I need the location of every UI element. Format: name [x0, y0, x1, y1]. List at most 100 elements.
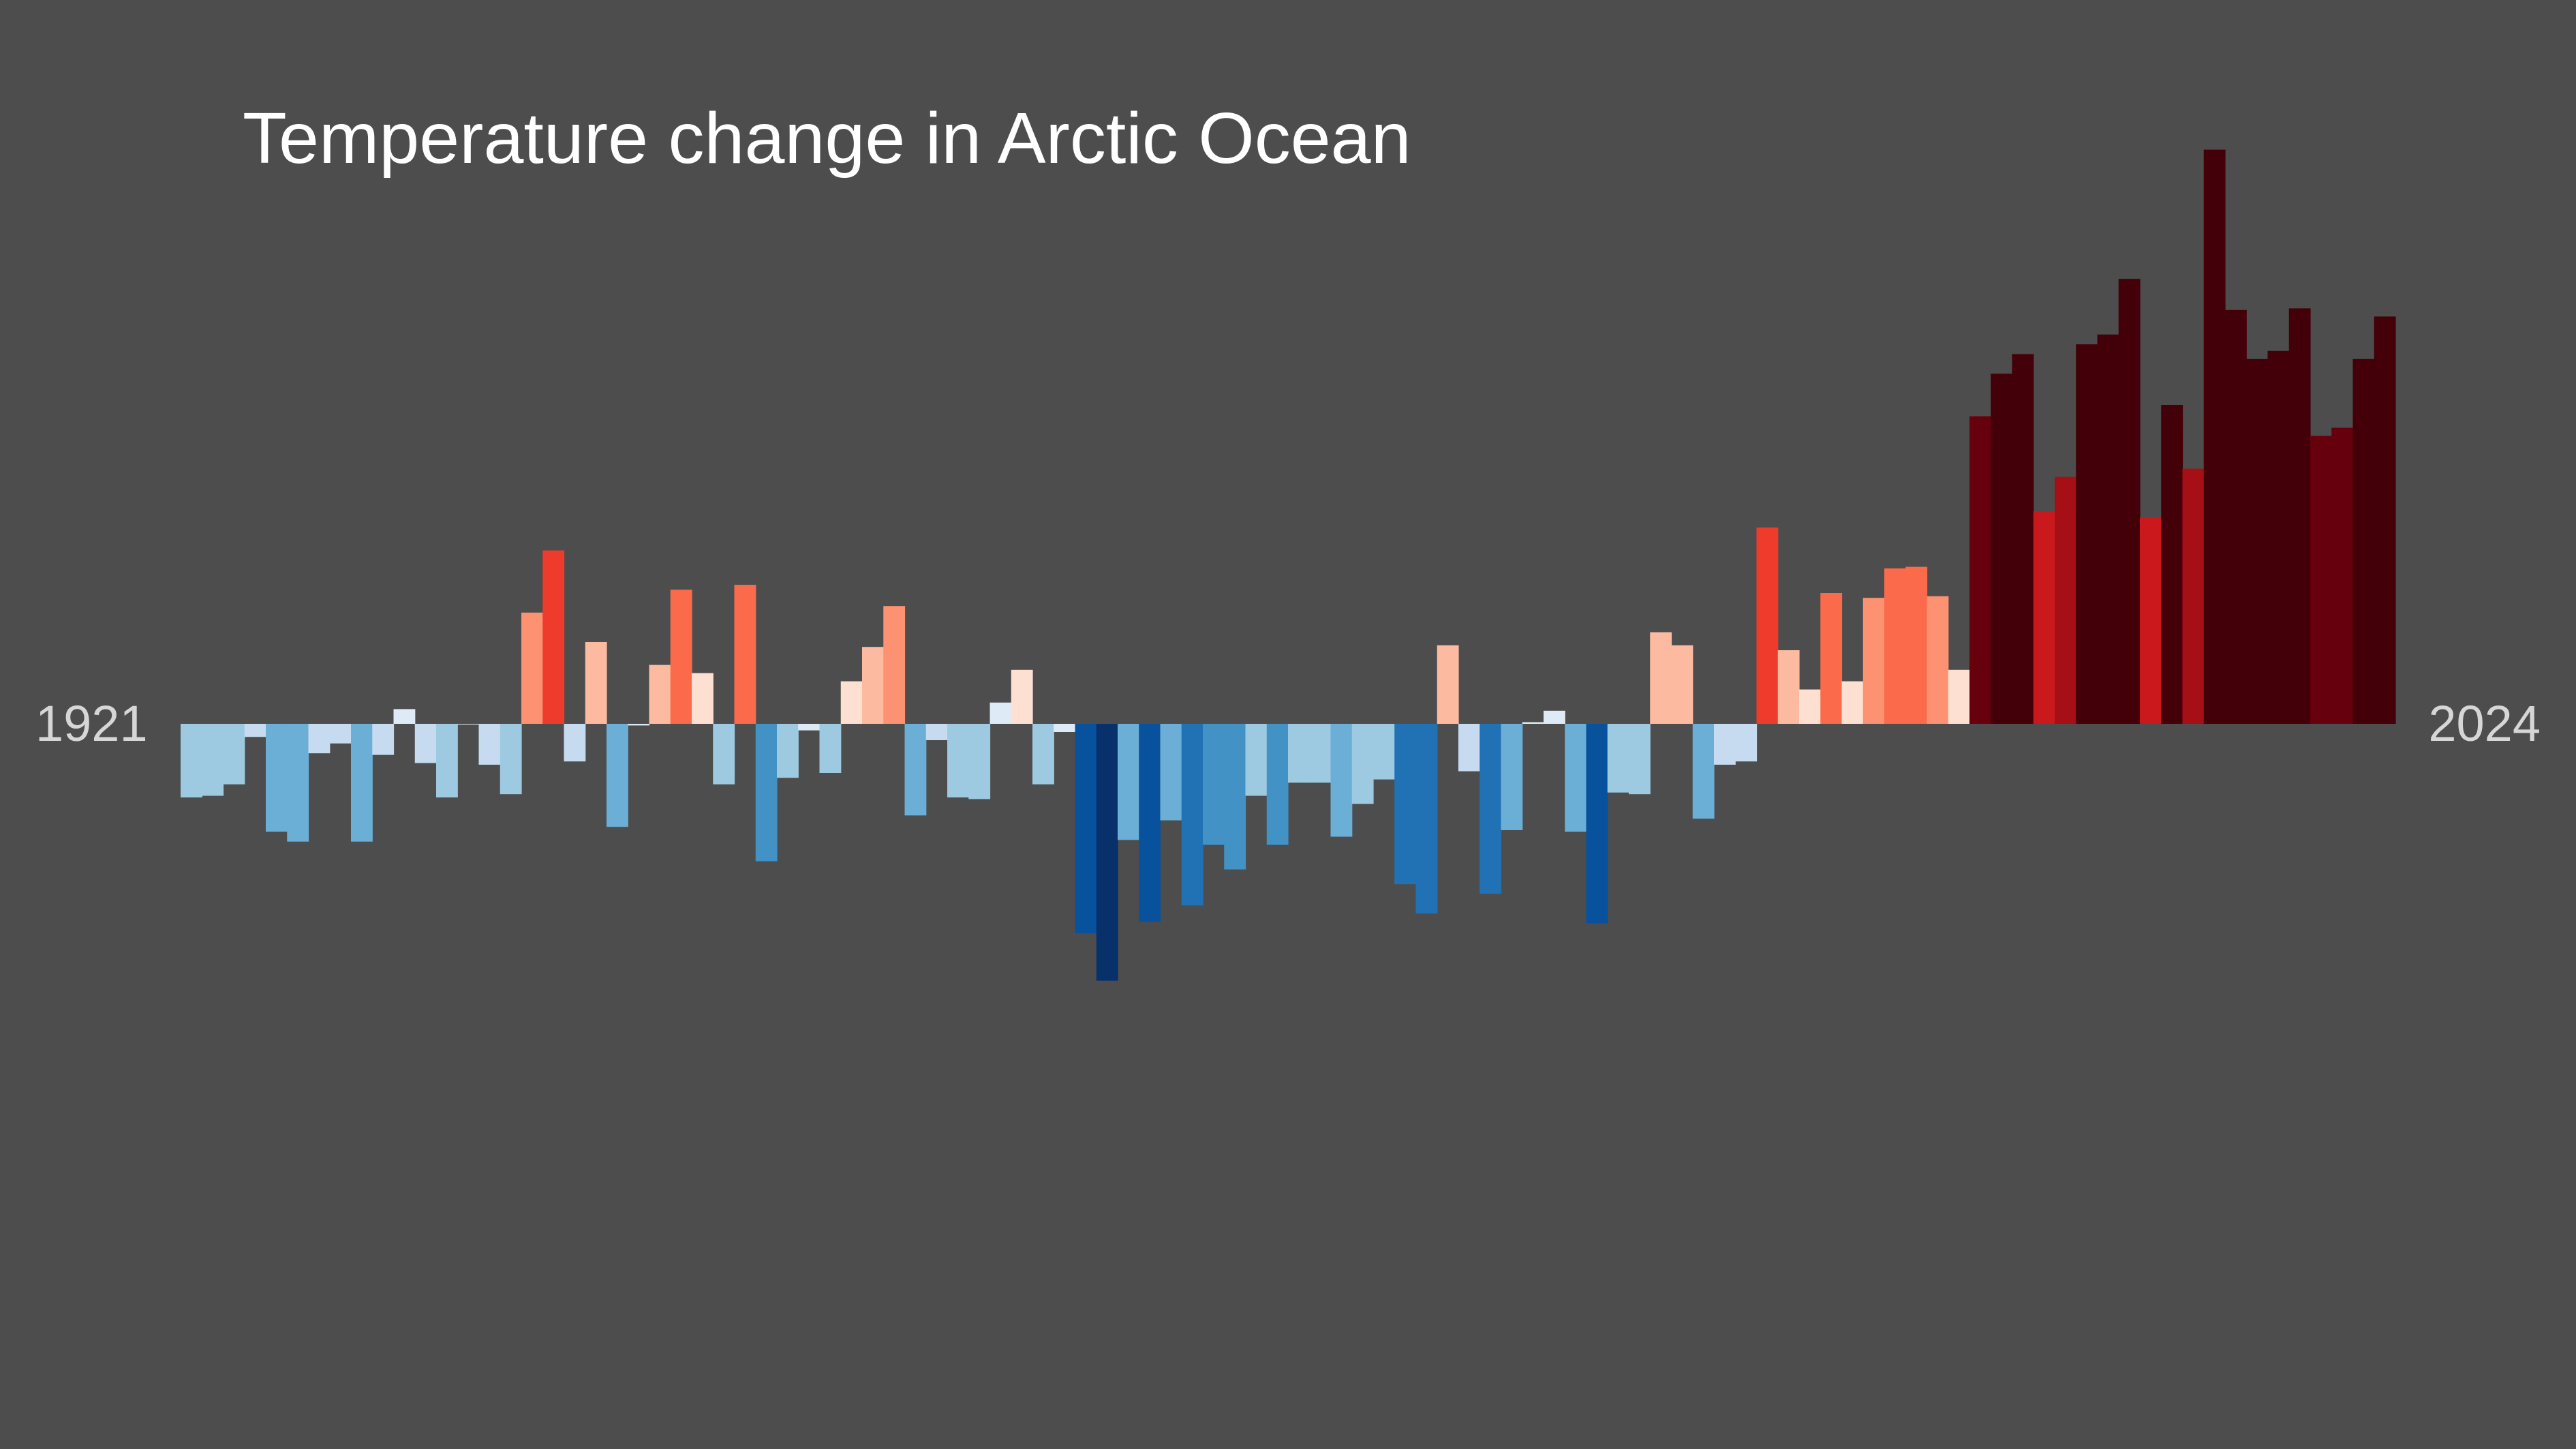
bar-1927	[308, 724, 331, 754]
bar-1976	[1351, 724, 1374, 804]
bar-2020	[2288, 308, 2311, 724]
bar-1991	[1671, 645, 1693, 724]
bar-1942	[628, 724, 650, 726]
bar-series	[181, 149, 2396, 981]
bar-1994	[1735, 724, 1758, 762]
bar-1993	[1714, 724, 1736, 765]
bar-2013	[2140, 517, 2162, 724]
bar-2019	[2267, 350, 2290, 724]
bar-1979	[1415, 724, 1438, 914]
bar-1998	[1820, 593, 1843, 724]
bar-2010	[2076, 344, 2098, 724]
bar-2023	[2352, 359, 2375, 724]
bar-1945	[692, 673, 714, 724]
bar-1961	[1032, 724, 1054, 784]
x-axis-end-label: 2024	[2428, 695, 2541, 752]
bar-1943	[649, 665, 671, 724]
bar-1966	[1139, 724, 1161, 922]
bar-2001	[1884, 568, 1906, 724]
bar-2007	[2012, 354, 2034, 724]
bar-1957	[947, 724, 969, 797]
bar-1987	[1586, 724, 1608, 924]
bar-1972	[1266, 724, 1289, 845]
bar-1939	[564, 724, 586, 762]
bar-1944	[670, 590, 692, 724]
bar-1938	[542, 550, 565, 724]
bar-1931	[393, 709, 416, 724]
bar-2016	[2203, 149, 2226, 724]
bar-1988	[1607, 724, 1629, 793]
bar-1940	[585, 642, 607, 724]
bar-1936	[500, 724, 522, 795]
bar-1921	[181, 724, 202, 797]
bar-1970	[1224, 724, 1246, 870]
bar-1962	[1054, 724, 1076, 732]
bar-2000	[1862, 598, 1885, 724]
bar-1977	[1373, 724, 1395, 780]
bar-1950	[798, 724, 821, 731]
bar-1941	[607, 724, 628, 827]
bar-1975	[1330, 724, 1353, 837]
bar-2002	[1905, 566, 1928, 724]
bar-1969	[1203, 724, 1225, 845]
bar-2021	[2310, 436, 2332, 724]
bar-1947	[734, 585, 756, 724]
bar-2018	[2246, 359, 2269, 724]
bar-2011	[2097, 334, 2119, 724]
bar-1926	[287, 724, 309, 842]
bar-2014	[2161, 405, 2183, 724]
bar-2017	[2225, 309, 2247, 724]
bar-1932	[414, 724, 437, 763]
bar-1967	[1160, 724, 1182, 821]
bar-1964	[1096, 724, 1118, 981]
bar-1949	[777, 724, 799, 778]
bar-1999	[1841, 681, 1864, 724]
bar-1959	[990, 702, 1012, 724]
x-axis-start-label: 1921	[35, 695, 148, 752]
bar-1968	[1181, 724, 1203, 906]
bar-1924	[244, 724, 266, 737]
bar-1985	[1544, 710, 1565, 724]
bar-1928	[329, 724, 352, 744]
bar-2009	[2055, 476, 2076, 724]
bar-1946	[713, 724, 735, 784]
bar-2003	[1927, 596, 1949, 724]
bar-2008	[2033, 511, 2055, 724]
bar-1951	[819, 724, 842, 773]
bar-1982	[1479, 724, 1502, 894]
bar-1978	[1394, 724, 1417, 885]
bar-1986	[1565, 724, 1587, 832]
bar-1935	[478, 724, 501, 765]
bar-1997	[1799, 689, 1821, 724]
bar-1930	[372, 724, 395, 755]
bar-1953	[862, 647, 884, 724]
bar-1971	[1245, 724, 1268, 796]
bar-1956	[925, 724, 948, 740]
bar-1992	[1692, 724, 1715, 819]
bar-1995	[1756, 528, 1779, 724]
bar-2006	[1991, 373, 2013, 724]
bar-1974	[1309, 724, 1332, 783]
bar-1973	[1288, 724, 1310, 783]
bar-2005	[1969, 416, 1991, 724]
bar-1960	[1011, 669, 1033, 724]
bar-1952	[840, 681, 863, 724]
bar-1981	[1458, 724, 1480, 772]
bar-1933	[436, 724, 458, 797]
bar-2012	[2118, 279, 2141, 724]
bar-2015	[2182, 468, 2205, 724]
bar-1984	[1522, 722, 1544, 724]
bar-1954	[883, 606, 906, 724]
bar-1948	[755, 724, 778, 861]
bar-1925	[266, 724, 288, 832]
bar-1958	[968, 724, 991, 799]
bar-2004	[1948, 669, 1970, 724]
bar-1955	[904, 724, 927, 816]
bar-1983	[1501, 724, 1523, 830]
bar-1923	[223, 724, 245, 784]
bar-1937	[521, 612, 543, 724]
bar-1990	[1650, 632, 1672, 724]
bar-1922	[202, 724, 224, 796]
